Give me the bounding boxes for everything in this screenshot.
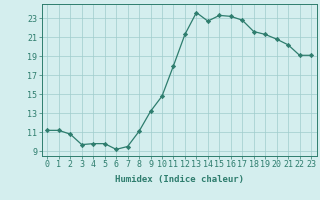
X-axis label: Humidex (Indice chaleur): Humidex (Indice chaleur) — [115, 175, 244, 184]
